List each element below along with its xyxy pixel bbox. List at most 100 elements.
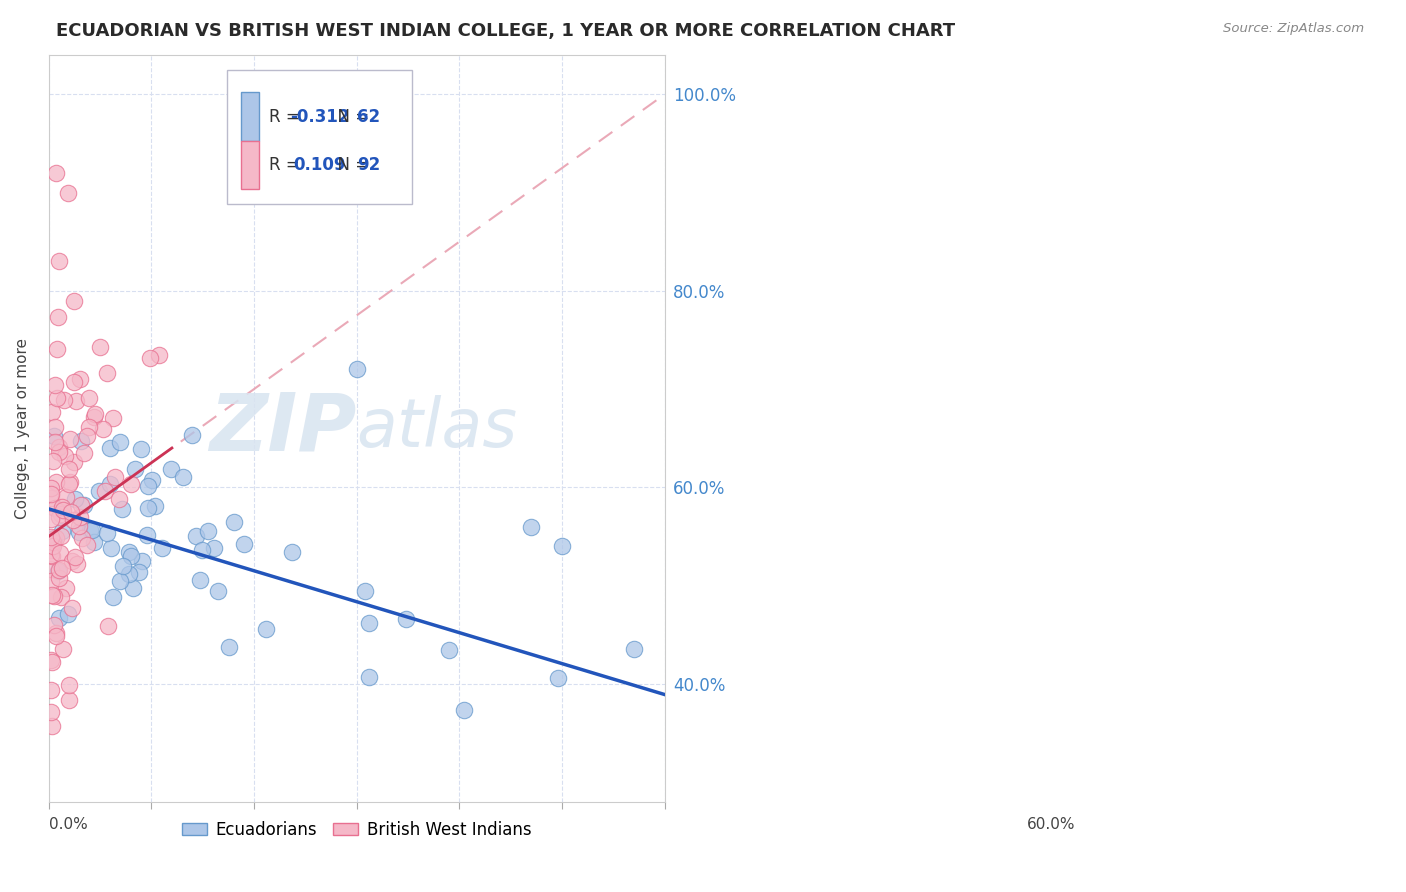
- Text: -0.312: -0.312: [290, 108, 350, 126]
- Point: [63, 550, 86, 565]
- Point: [77, 391, 100, 405]
- Point: [46, 565, 69, 579]
- Point: [58, 477, 80, 491]
- Point: [65, 393, 87, 408]
- Text: ECUADORIAN VS BRITISH WEST INDIAN COLLEGE, 1 YEAR OR MORE CORRELATION CHART: ECUADORIAN VS BRITISH WEST INDIAN COLLEG…: [56, 22, 955, 40]
- Point: [52, 641, 75, 656]
- Point: [101, 590, 124, 604]
- Point: [66, 557, 89, 571]
- Point: [52, 503, 75, 517]
- Point: [46, 310, 69, 325]
- Point: [58, 186, 80, 200]
- Point: [69, 372, 91, 386]
- Text: 92: 92: [357, 156, 380, 174]
- Point: [141, 473, 163, 487]
- Point: [48, 546, 70, 560]
- Point: [129, 442, 152, 457]
- Point: [41, 719, 63, 733]
- Point: [44, 500, 66, 515]
- Point: [110, 434, 132, 449]
- Point: [60, 505, 83, 519]
- Point: [65, 492, 87, 507]
- Point: [136, 527, 159, 541]
- Point: [222, 515, 245, 529]
- Point: [46, 392, 69, 406]
- Point: [59, 475, 82, 489]
- Point: [67, 525, 90, 540]
- Point: [42, 429, 65, 443]
- Point: [359, 670, 381, 684]
- Point: [76, 429, 98, 443]
- Point: [53, 393, 76, 408]
- Point: [58, 462, 80, 476]
- Text: R =: R =: [269, 108, 305, 126]
- Point: [69, 510, 91, 524]
- Point: [70, 531, 93, 545]
- Point: [48, 570, 70, 584]
- Point: [148, 348, 170, 362]
- Point: [39, 562, 62, 576]
- Point: [96, 526, 118, 541]
- Point: [73, 498, 96, 512]
- Point: [63, 293, 86, 308]
- Point: [87, 484, 110, 499]
- Point: [218, 640, 240, 654]
- Point: [100, 477, 122, 491]
- Point: [124, 462, 146, 476]
- Point: [39, 481, 62, 495]
- Point: [39, 574, 62, 589]
- Point: [139, 351, 162, 366]
- Point: [70, 498, 93, 512]
- Legend: Ecuadorians, British West Indians: Ecuadorians, British West Indians: [176, 814, 538, 846]
- Point: [100, 541, 122, 555]
- Point: [41, 405, 63, 419]
- Point: [42, 535, 65, 549]
- Point: [96, 366, 118, 380]
- Text: Source: ZipAtlas.com: Source: ZipAtlas.com: [1223, 22, 1364, 36]
- Point: [42, 589, 65, 603]
- Point: [395, 612, 418, 626]
- Point: [83, 535, 105, 549]
- Point: [55, 490, 77, 504]
- Point: [104, 470, 127, 484]
- Point: [45, 626, 67, 640]
- Point: [143, 499, 166, 513]
- Point: [453, 702, 475, 716]
- Text: 0.109: 0.109: [294, 156, 346, 174]
- Text: 0.0%: 0.0%: [49, 816, 87, 831]
- Point: [128, 565, 150, 579]
- Point: [42, 531, 65, 545]
- Point: [51, 524, 73, 539]
- Point: [39, 548, 62, 562]
- Point: [357, 616, 380, 631]
- Text: ZIP: ZIP: [209, 389, 357, 467]
- Point: [108, 491, 131, 506]
- Point: [60, 601, 83, 615]
- Y-axis label: College, 1 year or more: College, 1 year or more: [15, 338, 30, 519]
- Point: [53, 450, 76, 464]
- Point: [41, 655, 63, 669]
- Point: [42, 454, 65, 468]
- Point: [45, 532, 67, 546]
- Point: [108, 574, 131, 588]
- Point: [41, 588, 63, 602]
- Point: [233, 537, 256, 551]
- Point: [41, 539, 63, 553]
- Text: R =: R =: [269, 156, 305, 174]
- Point: [84, 407, 107, 421]
- Point: [551, 539, 574, 553]
- Point: [48, 441, 70, 455]
- FancyBboxPatch shape: [240, 141, 259, 189]
- Text: N =: N =: [328, 156, 374, 174]
- Point: [136, 479, 159, 493]
- Point: [83, 409, 105, 424]
- Point: [111, 501, 134, 516]
- Point: [172, 470, 194, 484]
- Point: [45, 475, 67, 490]
- Point: [44, 435, 66, 450]
- Point: [520, 519, 543, 533]
- Point: [39, 487, 62, 501]
- Point: [111, 559, 134, 574]
- Point: [547, 671, 569, 685]
- Point: [39, 653, 62, 667]
